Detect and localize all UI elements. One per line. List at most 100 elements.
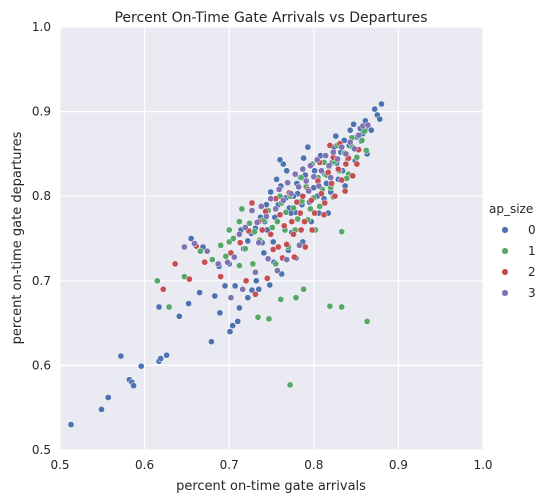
x-tick-label: 0.8 bbox=[304, 458, 323, 472]
scatter-point bbox=[264, 255, 272, 263]
scatter-point bbox=[328, 180, 335, 187]
scatter-point bbox=[272, 260, 280, 268]
scatter-point bbox=[276, 211, 284, 219]
scatter-point bbox=[155, 303, 163, 311]
legend-label-2: 2 bbox=[528, 265, 536, 279]
scatter-point bbox=[211, 292, 219, 300]
scatter-point bbox=[287, 190, 295, 198]
scatter-point bbox=[307, 162, 314, 170]
scatter-point bbox=[283, 167, 291, 175]
scatter-point bbox=[301, 218, 308, 225]
scatter-point bbox=[248, 207, 256, 214]
y-tick-label: 1.0 bbox=[32, 20, 51, 34]
scatter-point bbox=[295, 183, 302, 191]
scatter-point bbox=[186, 275, 193, 283]
scatter-point bbox=[325, 162, 333, 170]
scatter-point bbox=[253, 219, 261, 226]
scatter-point bbox=[290, 230, 297, 238]
scatter-point bbox=[267, 195, 275, 203]
scatter-point bbox=[378, 100, 385, 108]
scatter-point bbox=[350, 120, 357, 128]
scatter-point bbox=[316, 203, 324, 210]
series-2 bbox=[159, 140, 362, 298]
scatter-point bbox=[302, 177, 310, 185]
x-tick-labels: 0.5 0.6 0.7 0.8 0.9 1.0 bbox=[50, 458, 492, 472]
scatter-point bbox=[104, 394, 112, 401]
scatter-point bbox=[242, 277, 250, 285]
scatter-point bbox=[231, 282, 239, 290]
x-tick-label: 0.5 bbox=[50, 458, 69, 472]
scatter-point bbox=[331, 192, 339, 200]
scatter-point bbox=[307, 205, 314, 213]
scatter-point bbox=[244, 237, 252, 245]
scatter-point bbox=[252, 268, 259, 276]
scatter-point bbox=[346, 126, 354, 134]
scatter-point bbox=[249, 260, 257, 268]
scatter-point bbox=[257, 203, 265, 210]
scatter-point bbox=[355, 131, 362, 139]
scatter-point bbox=[326, 302, 334, 310]
legend-label-3: 3 bbox=[528, 286, 536, 300]
scatter-point bbox=[181, 243, 188, 251]
scatter-point bbox=[282, 208, 290, 216]
scatter-point bbox=[163, 351, 170, 359]
scatter-point bbox=[185, 300, 192, 307]
scatter-point bbox=[258, 226, 266, 234]
scatter-point bbox=[263, 274, 271, 282]
scatter-point bbox=[367, 126, 375, 134]
scatter-point bbox=[230, 253, 238, 261]
scatter-point bbox=[291, 170, 299, 178]
legend-label-0: 0 bbox=[528, 223, 536, 237]
scatter-point bbox=[346, 138, 354, 146]
scatter-point bbox=[191, 240, 198, 247]
scatter-point bbox=[353, 160, 361, 168]
scatter-point bbox=[196, 289, 203, 296]
scatter-point bbox=[310, 173, 318, 181]
scatter-point bbox=[318, 190, 325, 198]
scatter-point bbox=[297, 226, 305, 234]
scatter-point bbox=[252, 290, 259, 298]
scatter-point bbox=[362, 147, 370, 154]
scatter-point bbox=[338, 176, 346, 184]
scatter-point bbox=[338, 143, 346, 151]
scatter-point bbox=[280, 222, 288, 230]
scatter-point bbox=[338, 228, 346, 236]
scatter-point bbox=[364, 121, 372, 129]
scatter-point bbox=[268, 224, 276, 231]
scatter-point bbox=[371, 105, 379, 113]
scatter-point bbox=[313, 156, 321, 164]
scatter-point bbox=[265, 315, 273, 323]
scatter-point bbox=[269, 238, 277, 246]
scatter-point bbox=[311, 209, 318, 217]
scatter-point bbox=[266, 281, 274, 289]
scatter-point bbox=[201, 258, 209, 266]
scatter-point bbox=[226, 328, 234, 335]
scatter-point bbox=[254, 313, 262, 321]
scatter-point bbox=[221, 282, 229, 290]
scatter-point bbox=[234, 318, 242, 325]
scatter-point bbox=[274, 267, 281, 274]
scatter-point bbox=[255, 239, 263, 247]
scatter-point bbox=[293, 198, 301, 206]
scatter-point bbox=[137, 362, 145, 370]
scatter-point bbox=[290, 204, 297, 212]
chart-title: Percent On-Time Gate Arrivals vs Departu… bbox=[114, 10, 427, 26]
scatter-point bbox=[279, 197, 287, 204]
scatter-point bbox=[326, 142, 334, 149]
scatter-point bbox=[349, 172, 357, 180]
scatter-point bbox=[342, 160, 350, 168]
scatter-point bbox=[286, 381, 294, 389]
scatter-point bbox=[274, 218, 281, 225]
scatter-point bbox=[283, 256, 291, 263]
scatter-point bbox=[288, 218, 296, 225]
scatter-point bbox=[260, 249, 268, 257]
scatter-point bbox=[283, 241, 291, 248]
y-tick-label: 0.8 bbox=[32, 189, 51, 203]
scatter-point bbox=[241, 224, 249, 231]
scatter-point bbox=[130, 382, 137, 390]
legend-items: 0 1 2 3 bbox=[501, 223, 536, 300]
scatter-point bbox=[351, 145, 358, 153]
scatter-point bbox=[299, 192, 307, 200]
scatter-point bbox=[332, 132, 340, 140]
legend-title: ap_size bbox=[489, 202, 533, 216]
